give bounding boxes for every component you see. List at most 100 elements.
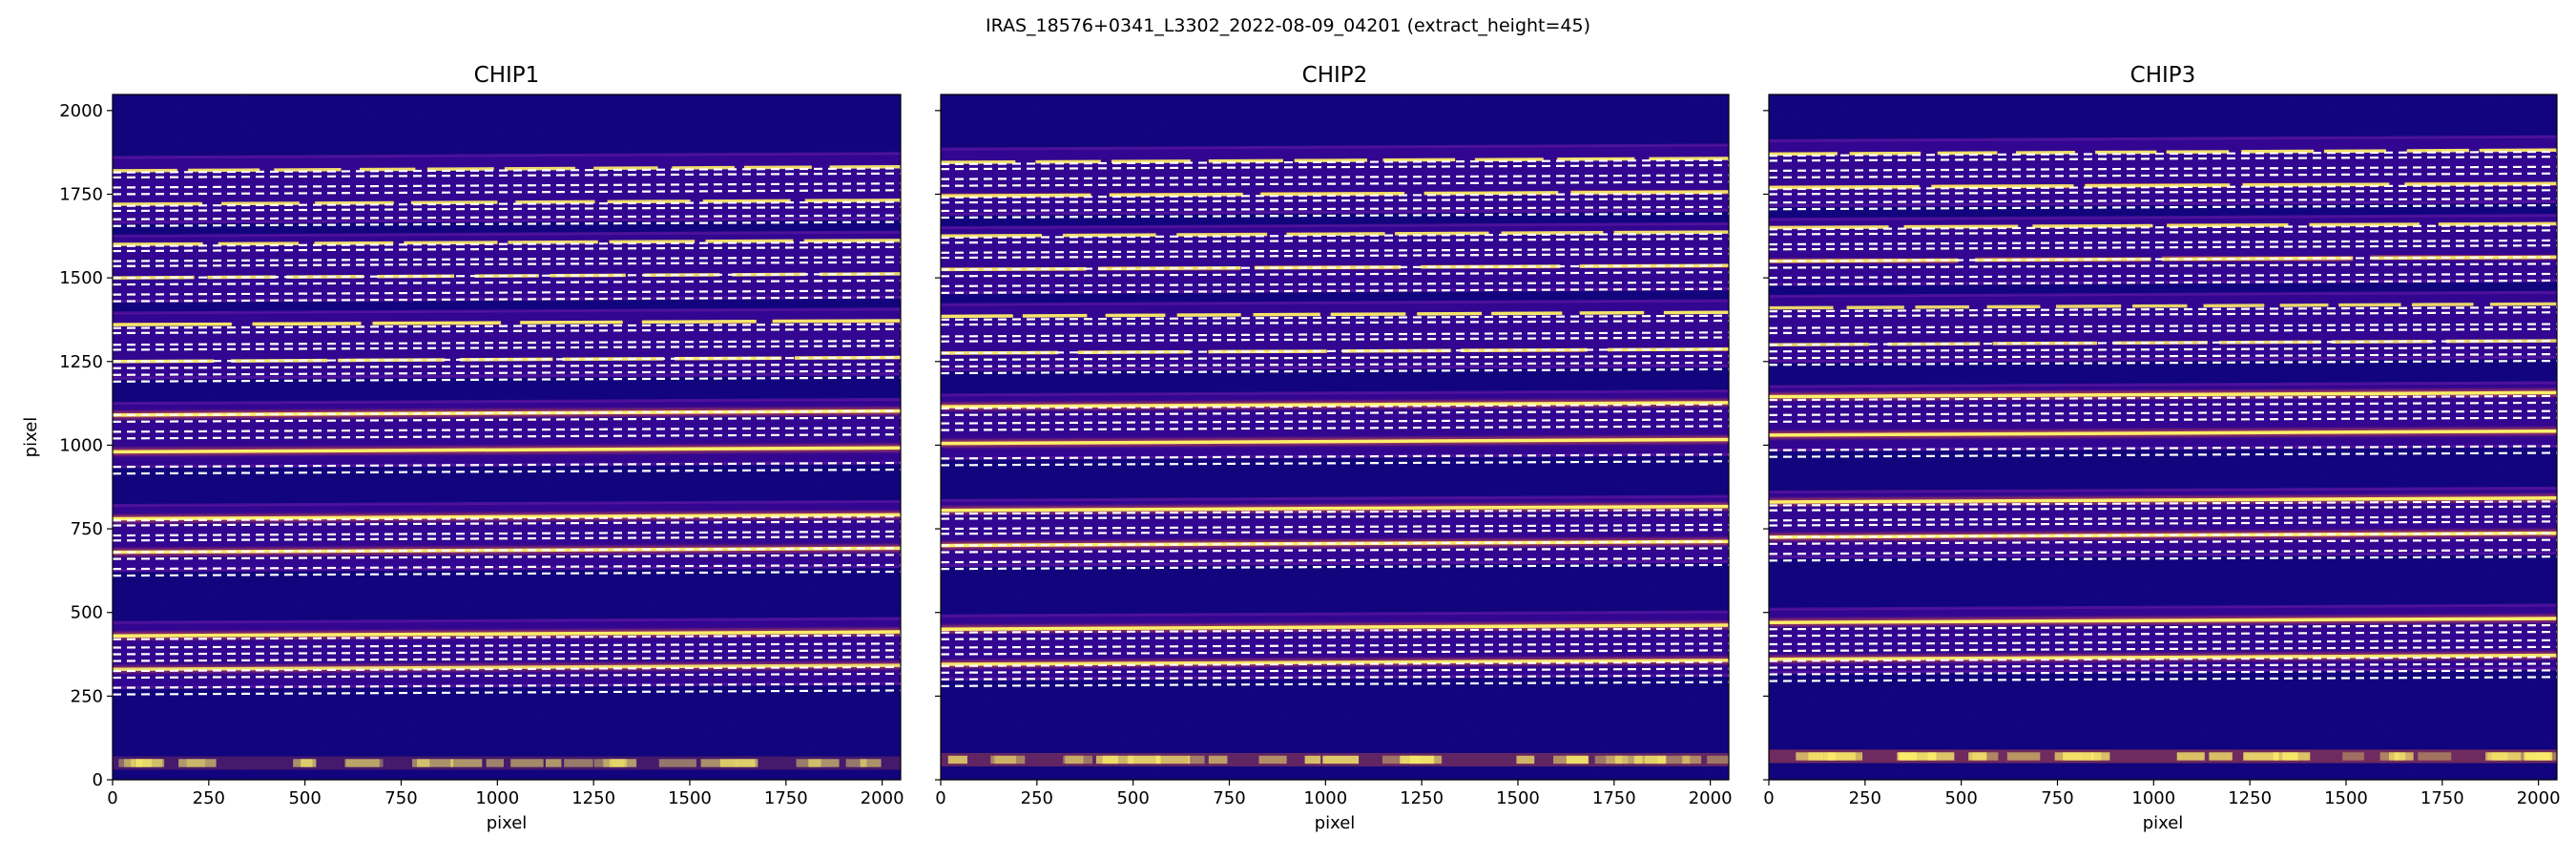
trace [941, 401, 1729, 409]
noise-pixel [1464, 723, 1465, 726]
noise-pixel [2147, 586, 2149, 589]
noise-pixel [1446, 579, 1448, 582]
bottom-band-segment [1594, 755, 1622, 765]
x-axis-label: pixel [487, 813, 528, 833]
noise-pixel [1568, 569, 1569, 571]
order-edge [941, 389, 1729, 397]
noise-pixel [706, 727, 709, 730]
noise-pixel [1603, 747, 1605, 750]
order-band [113, 232, 901, 302]
bottom-band-segment [612, 759, 637, 767]
noise-pixel [2399, 468, 2400, 471]
noise-pixel [763, 603, 765, 606]
x-tick-label: 500 [288, 788, 321, 808]
aperture-boundary [1769, 532, 2557, 538]
aperture-boundary [113, 261, 901, 267]
noise-pixel [361, 109, 363, 111]
noise-pixel [1569, 381, 1572, 384]
aperture-boundary [1769, 500, 2557, 507]
bottom-band-segment [719, 759, 758, 767]
aperture-boundary [1769, 676, 2557, 682]
noise-pixel [1593, 768, 1596, 771]
aperture-boundary [113, 214, 901, 220]
aperture-boundary [113, 656, 901, 662]
bottom-band-segment [1304, 755, 1321, 765]
noise-pixel [1269, 465, 1271, 468]
trace [941, 623, 1729, 631]
axes-frame [940, 94, 1730, 781]
noise-pixel [653, 599, 655, 601]
noise-pixel [1602, 294, 1605, 297]
order-edge [941, 494, 1729, 502]
trace [641, 320, 757, 325]
bottom-band-segment [135, 759, 165, 767]
aperture-boundary [941, 192, 1729, 199]
noise-pixel [538, 130, 540, 133]
aperture-boundary [1769, 401, 2557, 409]
aperture-boundary [113, 279, 901, 286]
noise-pixel [2152, 288, 2155, 290]
order-edge [1769, 486, 2557, 493]
noise-pixel [1598, 606, 1601, 608]
noise-pixel [2396, 598, 2398, 600]
noise-pixel [301, 700, 302, 702]
noise-pixel [2332, 105, 2335, 108]
noise-pixel [467, 395, 469, 397]
noise-pixel [1927, 736, 1929, 739]
aperture-boundary [941, 425, 1729, 431]
bottom-band-segment [2491, 752, 2508, 761]
aperture-boundary [1769, 244, 2557, 251]
noise-pixel [529, 383, 530, 386]
bottom-band-halo [1769, 749, 2557, 764]
noise-pixel [987, 700, 989, 702]
noise-pixel [575, 755, 578, 758]
aperture-boundary [113, 245, 901, 253]
aperture-boundary [113, 649, 901, 656]
noise-pixel [1620, 484, 1622, 487]
x-tick-label: 1750 [764, 788, 808, 808]
bottom-band-segment [1065, 755, 1084, 765]
aperture-boundary [1769, 409, 2557, 416]
trace [1769, 653, 2557, 661]
bottom-band-segment [1566, 755, 1589, 765]
order-edge [941, 208, 1729, 217]
noise-pixel [789, 758, 791, 760]
aperture-boundary [941, 232, 1729, 240]
order-edge [113, 617, 901, 624]
noise-pixel [1779, 115, 1782, 116]
noise-pixel [499, 478, 501, 481]
aperture-boundary [941, 252, 1729, 260]
noise-pixel [1213, 576, 1215, 578]
trace [1260, 192, 1405, 197]
noise-pixel [2205, 734, 2207, 736]
bottom-band-segment [1707, 755, 1729, 765]
noise-pixel [492, 305, 495, 308]
y-tick-label: 1250 [59, 352, 103, 372]
noise-pixel [1654, 588, 1657, 591]
noise-pixel [1145, 686, 1147, 688]
noise-pixel [2039, 364, 2042, 366]
aperture-boundary [941, 163, 1729, 171]
x-tick-label: 2000 [861, 788, 904, 808]
noise-pixel [1591, 141, 1593, 143]
noise-pixel [2096, 593, 2099, 595]
aperture-boundary [113, 182, 901, 189]
noise-pixel [1972, 716, 1975, 718]
trace [1769, 617, 2557, 624]
bottom-band-segment [1968, 752, 1987, 761]
aperture-boundary [941, 158, 1729, 166]
bottom-band-segment [1927, 752, 1955, 761]
bottom-band-segment [545, 759, 562, 767]
noise-pixel [2063, 571, 2065, 574]
chip-panels: CHIP1 0 250 500 750 1000 1250 1500 1750 2000 0 250 5… [21, 63, 2561, 833]
aperture-boundary [1769, 262, 2557, 269]
order-edge [1769, 603, 2557, 611]
noise-pixel [459, 146, 462, 148]
aperture-boundary [941, 287, 1729, 294]
aperture-boundary [941, 403, 1729, 409]
order-edge [941, 610, 1729, 618]
noise-pixel [1564, 111, 1567, 114]
bottom-band-segment [1188, 755, 1205, 765]
noise-pixel [1443, 757, 1444, 760]
aperture-boundary [113, 634, 901, 640]
